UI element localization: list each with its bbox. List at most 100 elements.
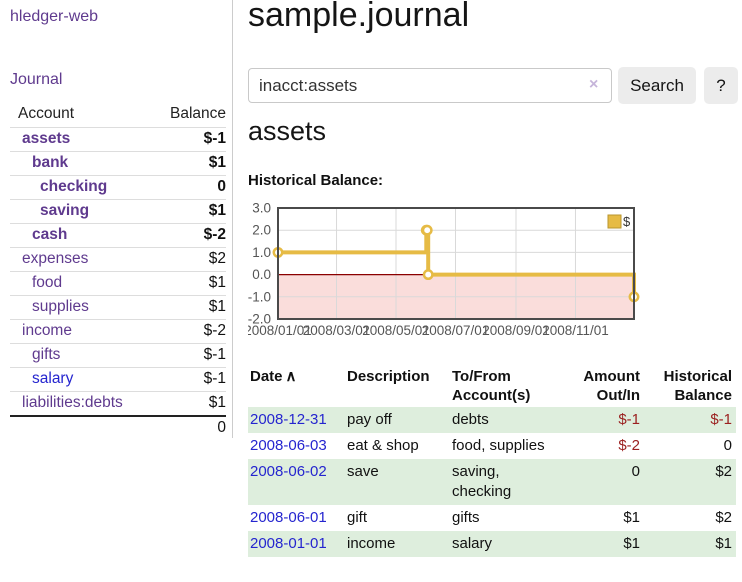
account-cell: supplies <box>10 295 155 320</box>
transaction-date-link[interactable]: 2008-06-02 <box>250 463 327 480</box>
account-link[interactable]: salary <box>32 370 74 387</box>
account-link[interactable]: bank <box>32 154 69 171</box>
transaction-amount: $1 <box>623 535 640 552</box>
account-link[interactable]: income <box>22 322 72 339</box>
account-balance: $1 <box>154 271 226 296</box>
account-link[interactable]: cash <box>32 226 68 243</box>
chart-title: Historical Balance: <box>248 172 384 189</box>
transaction-balance: $2 <box>715 509 732 526</box>
search-input[interactable] <box>248 68 612 103</box>
accounts-table: Account Balance assets $-1 bank $1 checking 0… <box>10 102 226 440</box>
main-panel: sample.journal × Search ? assets Histori… <box>244 0 742 582</box>
accounts-total-balance: 0 <box>154 415 226 440</box>
x-axis-tick-label: 2008/05/01 <box>362 323 430 338</box>
account-link[interactable]: checking <box>40 178 108 195</box>
y-axis-tick-label: 3.0 <box>252 201 271 216</box>
x-axis-tick-label: 2008/07/01 <box>422 323 490 338</box>
accounts-header-row: Account Balance <box>10 102 226 128</box>
transaction-date-link[interactable]: 2008-06-03 <box>250 437 327 454</box>
transaction-description: gift <box>347 509 368 526</box>
account-balance: $2 <box>154 247 226 272</box>
transaction-date-cell: 2008-01-01 <box>248 531 345 557</box>
sidebar-item-journal[interactable]: Journal <box>10 71 63 88</box>
accounts-header-balance: Balance <box>169 105 226 122</box>
account-row: bank $1 <box>10 151 226 176</box>
account-cell: bank <box>10 151 155 176</box>
y-axis-tick-label: 1.0 <box>252 245 271 260</box>
brand-link[interactable]: hledger-web <box>10 8 99 25</box>
transactions-table: Date ∧ Description To/From Account(s) Amo… <box>248 365 736 557</box>
legend-label: $ <box>623 214 631 229</box>
account-row: cash $-2 <box>10 223 226 248</box>
page-title: sample.journal <box>248 0 470 34</box>
x-axis-tick-label: 2008/01/01 <box>248 323 312 338</box>
account-balance: $-2 <box>154 223 226 248</box>
account-link[interactable]: supplies <box>32 298 89 315</box>
transaction-description: save <box>347 463 379 480</box>
transaction-description: pay off <box>347 411 392 428</box>
account-balance: 0 <box>154 175 226 200</box>
clear-search-icon[interactable]: × <box>589 76 599 93</box>
data-point-marker <box>421 224 433 236</box>
account-cell: salary <box>10 367 155 392</box>
account-link[interactable]: liabilities:debts <box>22 394 123 411</box>
account-balance: $-1 <box>154 343 226 368</box>
help-button[interactable]: ? <box>704 67 738 104</box>
account-link[interactable]: gifts <box>32 346 61 363</box>
transactions-body: 2008-12-31 pay off debts $-1 $-1 2008-06-03 ea… <box>248 407 736 557</box>
x-axis-tick-label: 2008/09/01 <box>482 323 550 338</box>
transaction-row: 2008-12-31 pay off debts $-1 $-1 <box>248 407 736 433</box>
sort-ascending-icon: ∧ <box>285 368 297 385</box>
transaction-balance: $-1 <box>710 411 732 428</box>
y-axis-tick-label: 0.0 <box>252 267 271 282</box>
search-button[interactable]: Search <box>618 67 696 104</box>
account-row: saving $1 <box>10 199 226 224</box>
account-balance: $1 <box>154 295 226 320</box>
column-header-date[interactable]: Date ∧ <box>248 365 345 407</box>
transaction-description: eat & shop <box>347 437 419 454</box>
account-cell: saving <box>10 199 155 224</box>
account-link[interactable]: saving <box>40 202 90 219</box>
transaction-date-link[interactable]: 2008-01-01 <box>250 535 327 552</box>
transaction-date-link[interactable]: 2008-06-01 <box>250 509 327 526</box>
accounts-table-body: assets $-1 bank $1 checking 0 saving $1 cash $-2 e… <box>10 127 226 416</box>
transaction-accounts: salary <box>452 535 493 552</box>
account-balance: $1 <box>154 391 226 416</box>
transaction-date-cell: 2008-06-03 <box>248 433 345 459</box>
transaction-date-cell: 2008-06-01 <box>248 505 345 531</box>
transactions-header-row: Date ∧ Description To/From Account(s) Amo… <box>248 365 736 407</box>
x-axis-tick-label: 2008/11/01 <box>542 323 609 338</box>
transaction-row: 2008-01-01 income salary $1 $1 <box>248 531 736 557</box>
transaction-amount: $-2 <box>618 437 640 454</box>
transaction-date-link[interactable]: 2008-12-31 <box>250 411 327 428</box>
y-axis-tick-label: -2.0 <box>248 312 271 327</box>
account-cell: food <box>10 271 155 296</box>
account-cell: liabilities:debts <box>10 391 155 416</box>
account-heading: assets <box>248 116 327 146</box>
transaction-accounts: gifts <box>452 509 480 526</box>
transaction-accounts: debts <box>452 411 489 428</box>
account-balance: $1 <box>154 151 226 176</box>
column-header-description: Description <box>347 368 430 385</box>
historical-balance-chart[interactable]: $3.0 2.0 1.0 0.0 -1.0 -2.0 2008/01/01 2008/03/0… <box>244 200 742 348</box>
account-link[interactable]: expenses <box>22 250 89 267</box>
column-header-balance: Historical Balance <box>663 368 732 404</box>
account-cell: assets <box>10 127 155 152</box>
account-link[interactable]: assets <box>22 130 71 147</box>
account-row: checking 0 <box>10 175 226 200</box>
transaction-balance: $1 <box>715 535 732 552</box>
accounts-total-spacer <box>10 415 155 440</box>
y-axis-tick-label: 2.0 <box>252 223 271 238</box>
column-header-accounts: To/From Account(s) <box>452 368 531 404</box>
account-balance: $-1 <box>154 127 226 152</box>
account-row: gifts $-1 <box>10 343 226 368</box>
search-bar: × Search ? <box>248 67 742 105</box>
account-link[interactable]: food <box>32 274 63 291</box>
transaction-amount: $-1 <box>618 411 640 428</box>
account-row: assets $-1 <box>10 127 226 152</box>
account-cell: gifts <box>10 343 155 368</box>
y-axis-tick-label: -1.0 <box>248 289 271 304</box>
x-axis-tick-label: 2008/03/01 <box>303 323 371 338</box>
account-row: food $1 <box>10 271 226 296</box>
